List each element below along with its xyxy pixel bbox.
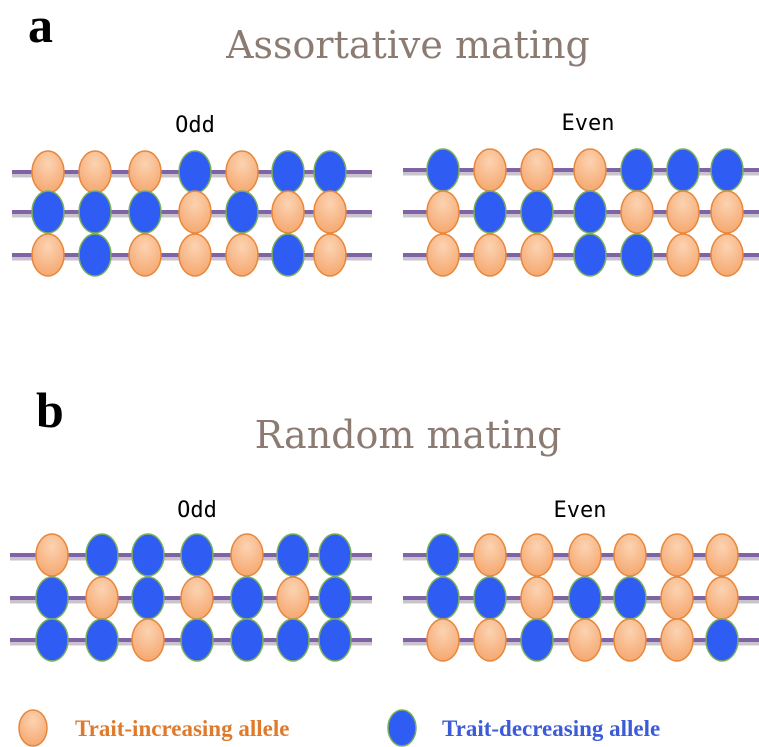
increasing-allele <box>271 190 305 234</box>
increasing-allele <box>426 190 460 234</box>
decreasing-allele <box>426 148 460 192</box>
legend-label: Trait-decreasing allele <box>442 716 660 741</box>
increasing-allele <box>78 150 112 194</box>
increasing-allele <box>660 618 694 662</box>
group-label: Even <box>554 498 607 523</box>
increasing-allele <box>128 233 162 277</box>
decreasing-allele <box>520 618 554 662</box>
decreasing-allele <box>131 576 165 620</box>
increasing-allele <box>660 533 694 577</box>
legend-swatch <box>18 709 48 747</box>
decreasing-allele <box>276 533 310 577</box>
group-label: Odd <box>177 498 217 523</box>
increasing-allele <box>568 533 602 577</box>
group-label: Even <box>562 111 615 136</box>
increasing-allele <box>426 618 460 662</box>
increasing-allele <box>31 233 65 277</box>
increasing-allele <box>710 190 744 234</box>
increasing-allele <box>660 576 694 620</box>
decreasing-allele <box>131 533 165 577</box>
increasing-allele <box>230 533 264 577</box>
increasing-allele <box>473 233 507 277</box>
decreasing-allele <box>271 233 305 277</box>
decreasing-allele <box>276 618 310 662</box>
decreasing-allele <box>35 576 69 620</box>
increasing-allele <box>620 190 654 234</box>
increasing-allele <box>520 148 554 192</box>
increasing-allele <box>31 150 65 194</box>
increasing-allele <box>473 618 507 662</box>
increasing-allele <box>666 190 700 234</box>
decreasing-allele <box>568 576 602 620</box>
increasing-allele <box>520 533 554 577</box>
increasing-allele <box>128 150 162 194</box>
decreasing-allele <box>35 618 69 662</box>
increasing-allele <box>666 233 700 277</box>
panel-letter: b <box>36 382 64 438</box>
decreasing-allele <box>620 148 654 192</box>
panel-title: Random mating <box>255 413 562 457</box>
decreasing-allele <box>78 233 112 277</box>
decreasing-allele <box>225 190 259 234</box>
decreasing-allele <box>705 618 739 662</box>
increasing-allele <box>313 233 347 277</box>
decreasing-allele <box>85 533 119 577</box>
decreasing-allele <box>620 233 654 277</box>
increasing-allele <box>520 576 554 620</box>
increasing-allele <box>473 533 507 577</box>
increasing-allele <box>85 576 119 620</box>
decreasing-allele <box>128 190 162 234</box>
decreasing-allele <box>426 576 460 620</box>
decreasing-allele <box>473 576 507 620</box>
group-label: Odd <box>175 113 215 138</box>
legend-swatch <box>387 709 417 747</box>
decreasing-allele <box>230 618 264 662</box>
increasing-allele <box>313 190 347 234</box>
decreasing-allele <box>178 150 212 194</box>
increasing-allele <box>613 618 647 662</box>
decreasing-allele <box>318 533 352 577</box>
decreasing-allele <box>85 618 119 662</box>
decreasing-allele <box>31 190 65 234</box>
increasing-allele <box>473 148 507 192</box>
decreasing-allele <box>710 148 744 192</box>
decreasing-allele <box>573 190 607 234</box>
decreasing-allele <box>573 233 607 277</box>
increasing-allele <box>705 533 739 577</box>
increasing-allele <box>710 233 744 277</box>
increasing-allele <box>520 233 554 277</box>
decreasing-allele <box>473 190 507 234</box>
increasing-allele <box>178 233 212 277</box>
decreasing-allele <box>426 533 460 577</box>
decreasing-allele <box>230 576 264 620</box>
increasing-allele <box>178 190 212 234</box>
decreasing-allele <box>180 533 214 577</box>
panel-letter: a <box>28 0 53 53</box>
increasing-allele <box>276 576 310 620</box>
decreasing-allele <box>318 618 352 662</box>
increasing-allele <box>568 618 602 662</box>
decreasing-allele <box>666 148 700 192</box>
decreasing-allele <box>78 190 112 234</box>
increasing-allele <box>573 148 607 192</box>
increasing-allele <box>225 150 259 194</box>
decreasing-allele <box>271 150 305 194</box>
legend-label: Trait-increasing allele <box>75 716 289 741</box>
increasing-allele <box>426 233 460 277</box>
increasing-allele <box>180 576 214 620</box>
panel-title: Assortative mating <box>225 23 590 67</box>
decreasing-allele <box>613 576 647 620</box>
increasing-allele <box>225 233 259 277</box>
decreasing-allele <box>180 618 214 662</box>
decreasing-allele <box>520 190 554 234</box>
increasing-allele <box>613 533 647 577</box>
increasing-allele <box>131 618 165 662</box>
decreasing-allele <box>313 150 347 194</box>
increasing-allele <box>35 533 69 577</box>
decreasing-allele <box>318 576 352 620</box>
increasing-allele <box>705 576 739 620</box>
